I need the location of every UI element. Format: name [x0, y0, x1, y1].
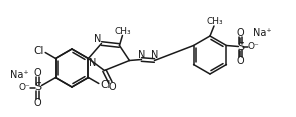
Text: N: N [94, 35, 101, 44]
Text: N: N [151, 51, 158, 60]
Text: Na⁺: Na⁺ [10, 71, 29, 80]
Text: O: O [237, 55, 244, 66]
Text: Na⁺: Na⁺ [253, 27, 272, 38]
Text: O: O [34, 68, 41, 77]
Text: CH₃: CH₃ [207, 18, 223, 26]
Text: O: O [109, 82, 116, 93]
Text: O⁻: O⁻ [247, 42, 259, 51]
Text: O⁻: O⁻ [19, 83, 30, 92]
Text: N: N [89, 57, 96, 68]
Text: S: S [237, 42, 244, 51]
Text: Cl: Cl [33, 46, 43, 57]
Text: N: N [138, 49, 145, 60]
Text: CH₃: CH₃ [114, 27, 131, 36]
Text: S: S [34, 82, 41, 93]
Text: O: O [237, 27, 244, 38]
Text: O: O [34, 97, 41, 108]
Text: Cl: Cl [101, 79, 111, 90]
